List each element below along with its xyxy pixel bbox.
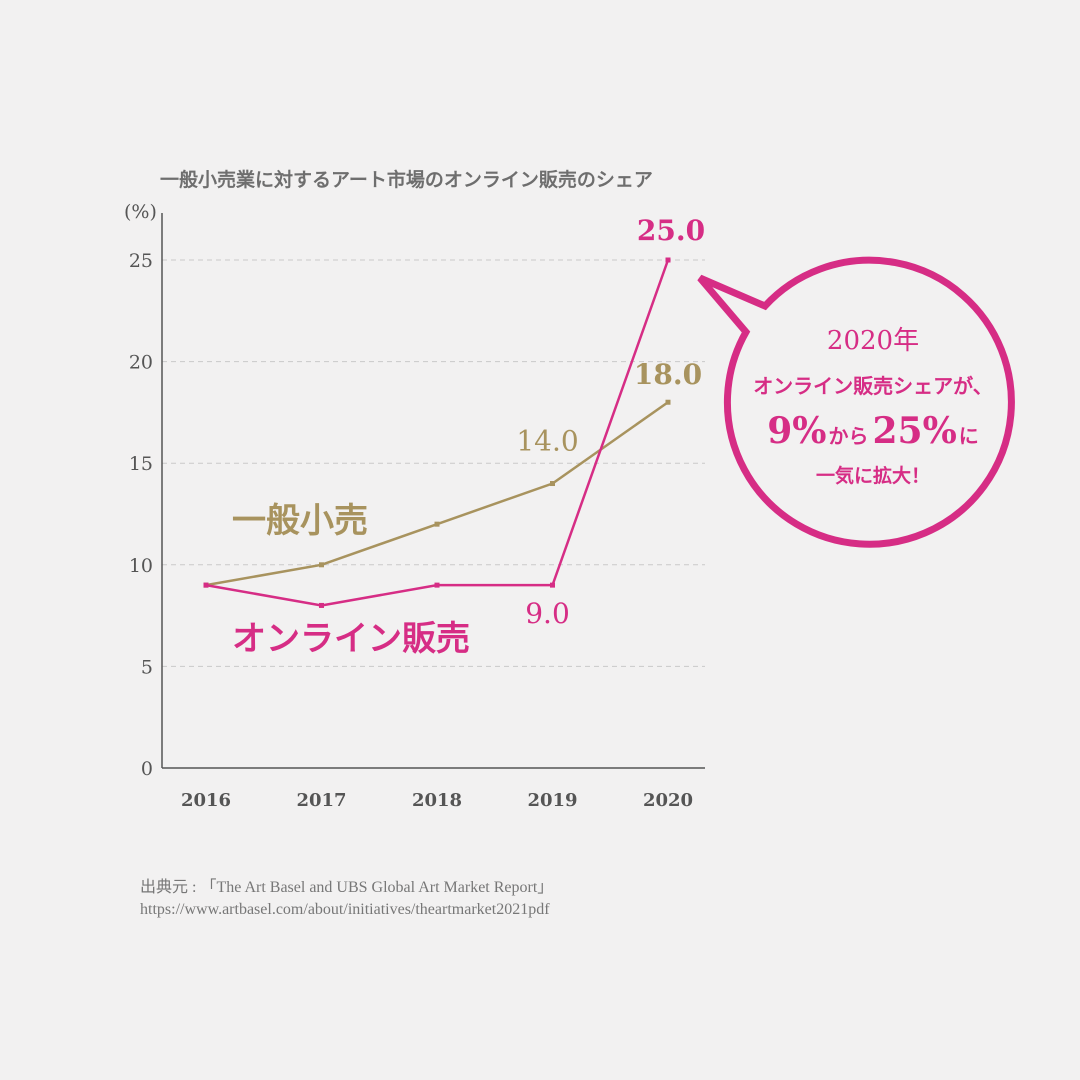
y-tick-label: 20 [129,352,153,374]
data-point [550,481,555,487]
source-credit: 出典元 : 「The Art Basel and UBS Global Art … [140,877,553,921]
x-tick-label: 2018 [412,790,462,811]
y-tick-label: 0 [141,758,153,780]
data-point [203,582,209,588]
series-line-1 [205,259,670,607]
series-line-0 [205,401,669,587]
y-axis-unit: (%) [124,201,157,223]
series-label-general-retail: 一般小売 [232,501,368,541]
x-tick-labels: 2016 2017 2018 2019 2020 [181,790,693,811]
callout-from-particle: から [828,424,868,448]
y-tick-label: 15 [129,453,153,475]
callout-outline [697,256,1015,548]
data-label: 14.0 [516,425,578,458]
callout-from-value: 9% [767,410,826,452]
series-lines [203,257,671,608]
callout-bubble: 2020年 オンライン販売シェアが、 9% から 25% に 一気に拡大！ [697,256,1015,548]
source-url[interactable]: https://www.artbasel.com/about/initiativ… [140,901,550,918]
y-tick-label: 5 [141,656,153,678]
data-label: 18.0 [634,358,702,391]
callout-conclusion: 一気に拡大！ [816,464,930,487]
y-tick-label: 25 [129,250,153,272]
source-title: 出典元 : 「The Art Basel and UBS Global Art … [140,879,554,896]
data-point [665,257,671,263]
data-point [550,582,555,588]
y-tick-label: 10 [129,555,153,577]
data-label: 25.0 [637,214,705,247]
data-labels: 14.0 18.0 9.0 25.0 [516,214,705,630]
x-tick-label: 2017 [296,790,346,811]
data-point [319,562,324,568]
x-tick-label: 2020 [643,790,693,811]
chart-title: 一般小売業に対するアート市場のオンライン販売のシェア [160,168,653,191]
callout-subject: オンライン販売シェアが、 [753,374,993,398]
series-label-online-sales: オンライン販売 [232,619,470,659]
callout-to-particle: に [959,424,979,448]
data-point [434,582,440,588]
data-point [665,399,671,405]
grid-lines [162,259,705,667]
x-tick-label: 2016 [181,790,231,811]
data-point [434,521,440,527]
callout-highlight: 9% から 25% に [767,410,979,452]
data-point [319,602,324,608]
y-tick-labels: 0 5 10 15 20 25 [129,250,153,780]
callout-year: 2020年 [827,326,919,356]
callout-to-value: 25% [872,410,956,452]
data-label: 9.0 [525,597,570,630]
x-tick-label: 2019 [527,790,577,811]
